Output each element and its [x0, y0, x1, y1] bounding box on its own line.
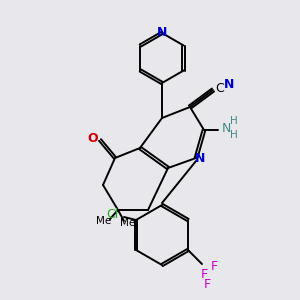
- Text: N: N: [224, 77, 234, 91]
- Text: H: H: [230, 116, 238, 126]
- Text: Me: Me: [120, 218, 136, 228]
- Text: O: O: [88, 133, 98, 146]
- Text: F: F: [200, 268, 208, 281]
- Text: F: F: [203, 278, 211, 290]
- Text: N: N: [157, 26, 167, 38]
- Text: N: N: [195, 152, 205, 166]
- Text: H: H: [230, 130, 238, 140]
- Text: N: N: [221, 122, 231, 134]
- Text: C: C: [216, 82, 224, 94]
- Text: Me: Me: [96, 216, 112, 226]
- Text: F: F: [210, 260, 218, 274]
- Text: Cl: Cl: [106, 208, 118, 221]
